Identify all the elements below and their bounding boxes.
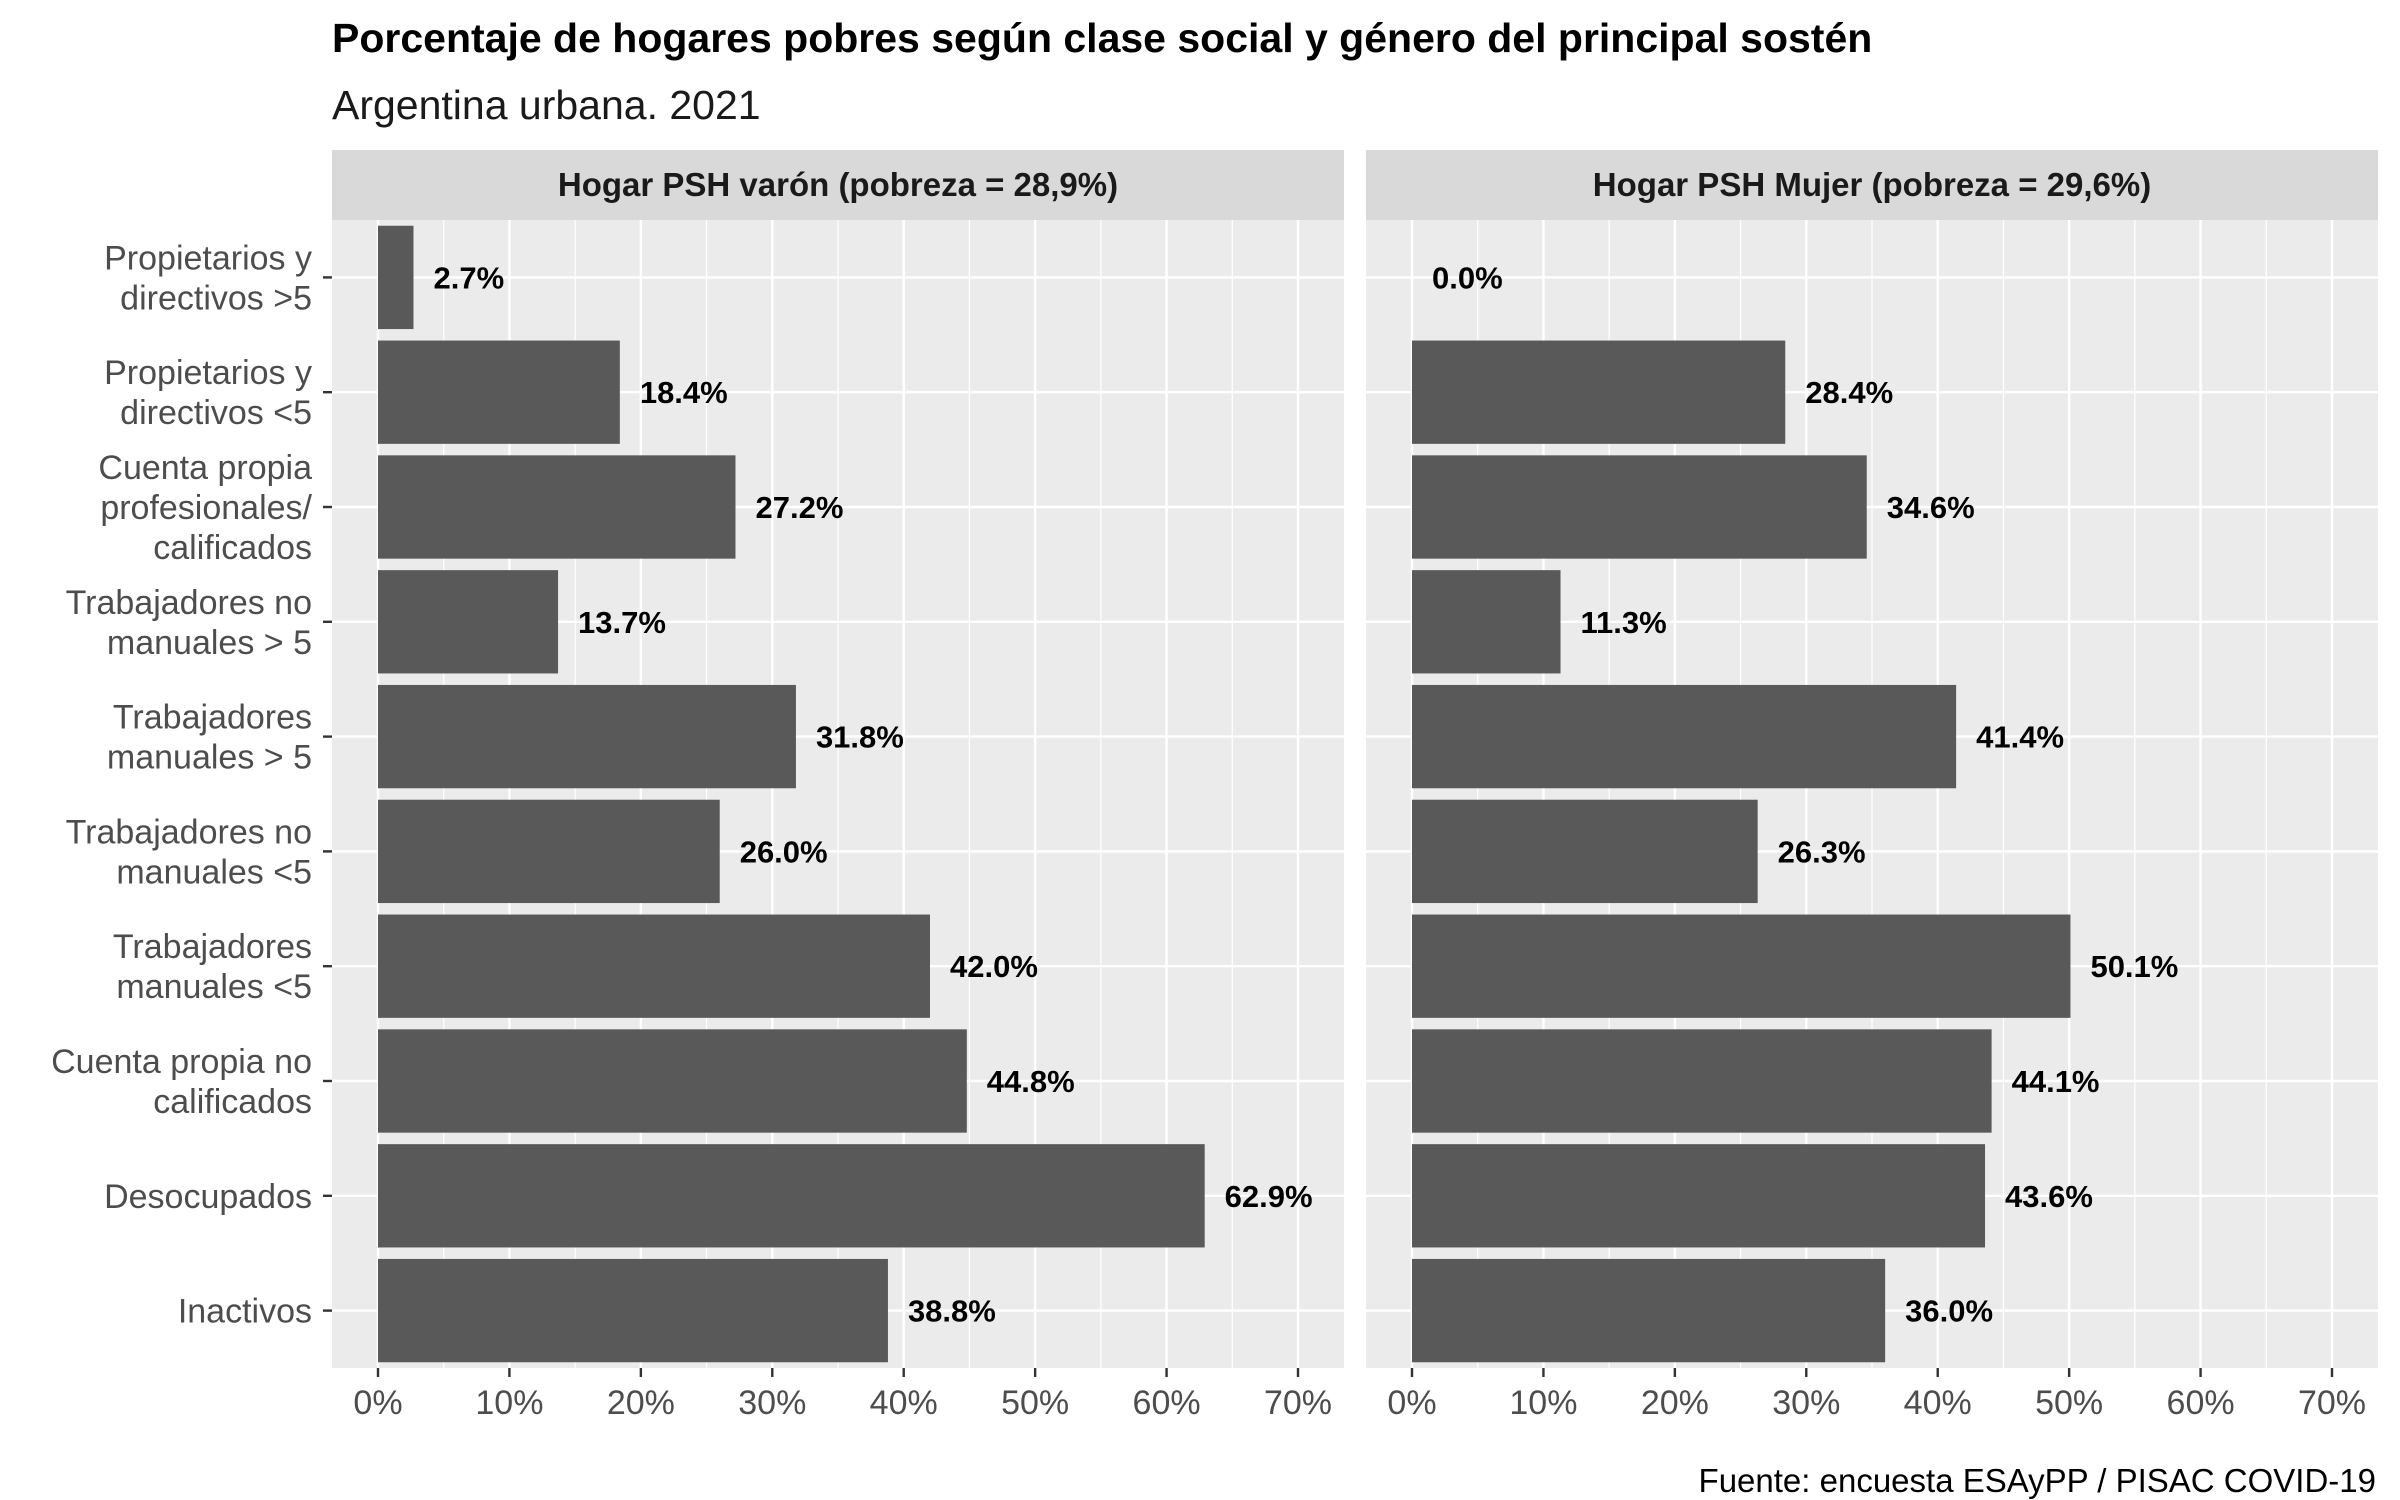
category-axis: Propietarios y directivos >5 Propietarios …: [51, 239, 332, 1331]
bar-value-label: 28.4%: [1805, 375, 1893, 410]
chart-caption: Fuente: encuesta ESAyPP / PISAC COVID-19: [1699, 1462, 2376, 1499]
bar-value-label: 13.7%: [578, 605, 666, 640]
chart-subtitle: Argentina urbana. 2021: [332, 82, 761, 128]
bar: [378, 1258, 888, 1363]
category-label: Trabajadores no manuales <5: [66, 813, 312, 891]
bar: [1412, 340, 1786, 444]
bar: [378, 914, 930, 1018]
bar-value-label: 44.1%: [2012, 1064, 2100, 1099]
facet-panel-2: Hogar PSH Mujer (pobreza = 29,6%) 0% 10% 20…: [1366, 150, 2378, 1422]
bar-value-label: 62.9%: [1225, 1179, 1313, 1214]
bar: [1412, 684, 1957, 789]
x-tick-label: 10%: [475, 1384, 543, 1422]
bar: [378, 570, 559, 674]
x-tick-label: 60%: [1133, 1384, 1201, 1422]
bar: [1412, 1258, 1886, 1363]
category-label: Propietarios y directivos <5: [104, 354, 312, 432]
bar-value-label: 11.3%: [1581, 605, 1667, 640]
facet-strip: [1366, 150, 2378, 220]
bar-value-label: 41.4%: [1976, 720, 2064, 755]
bar: [378, 225, 414, 330]
bar: [1412, 1144, 1986, 1248]
bar-value-label: 50.1%: [2090, 949, 2178, 984]
bar-value-label: 36.0%: [1905, 1294, 1993, 1329]
bar-value-label: 42.0%: [950, 949, 1038, 984]
x-tick-label: 30%: [1772, 1384, 1840, 1422]
bar: [1412, 1029, 1992, 1133]
x-tick-label: 20%: [1641, 1384, 1709, 1422]
bar: [378, 684, 796, 789]
bar-value-label: 34.6%: [1887, 490, 1975, 525]
bar: [1412, 455, 1867, 559]
bar-value-label: 26.0%: [740, 834, 828, 869]
x-tick-label: 70%: [2298, 1384, 2366, 1422]
x-tick-label: 40%: [1904, 1384, 1972, 1422]
facet-strip-label: Hogar PSH varón (pobreza = 28,9%): [558, 166, 1118, 203]
facet-strip-label: Hogar PSH Mujer (pobreza = 29,6%): [1593, 166, 2151, 203]
bar: [378, 799, 720, 904]
facet-panel-1: Hogar PSH varón (pobreza = 28,9%) 0% 10% 20…: [332, 150, 1344, 1422]
category-label: Desocupados: [104, 1178, 312, 1216]
bar-value-label: 26.3%: [1778, 834, 1866, 869]
bar-value-label: 44.8%: [987, 1064, 1075, 1099]
category-label: Trabajadores manuales > 5: [107, 699, 312, 777]
category-label: Trabajadores no manuales > 5: [66, 584, 312, 662]
x-tick-label: 70%: [1264, 1384, 1332, 1422]
chart-title: Porcentaje de hogares pobres según clase…: [332, 15, 1872, 61]
bar-value-label: 2.7%: [433, 260, 504, 295]
facet-strip: [332, 150, 1344, 220]
category-label: Cuenta propia no calificados: [51, 1043, 312, 1121]
facet-panels: Hogar PSH varón (pobreza = 28,9%) 0% 10% 20…: [332, 150, 2378, 1422]
x-tick-label: 20%: [607, 1384, 675, 1422]
bar: [378, 455, 736, 559]
bar-value-label: 38.8%: [908, 1294, 996, 1329]
x-tick-label: 40%: [870, 1384, 938, 1422]
bar: [378, 1144, 1205, 1248]
bar-value-label: 31.8%: [816, 720, 904, 755]
bar-value-label: 27.2%: [755, 490, 843, 525]
category-label: Inactivos: [178, 1293, 312, 1331]
category-label: Cuenta propia profesionales/calificados: [98, 449, 312, 567]
x-tick-label: 0%: [1387, 1384, 1436, 1422]
x-tick-label: 10%: [1509, 1384, 1577, 1422]
bar-value-label: 0.0%: [1432, 260, 1503, 295]
bar: [1412, 914, 2071, 1018]
category-label: Trabajadores manuales <5: [113, 928, 312, 1006]
bar: [1412, 799, 1758, 904]
bar: [378, 1029, 967, 1133]
x-tick-label: 50%: [1001, 1384, 1069, 1422]
category-label: Propietarios y directivos >5: [104, 239, 312, 317]
x-tick-label: 50%: [2035, 1384, 2103, 1422]
bar: [1412, 570, 1561, 674]
bar-value-label: 43.6%: [2005, 1179, 2093, 1214]
x-tick-label: 0%: [353, 1384, 402, 1422]
x-tick-label: 60%: [2167, 1384, 2235, 1422]
bar-value-label: 18.4%: [640, 375, 728, 410]
bar: [378, 340, 620, 444]
x-tick-label: 30%: [738, 1384, 806, 1422]
